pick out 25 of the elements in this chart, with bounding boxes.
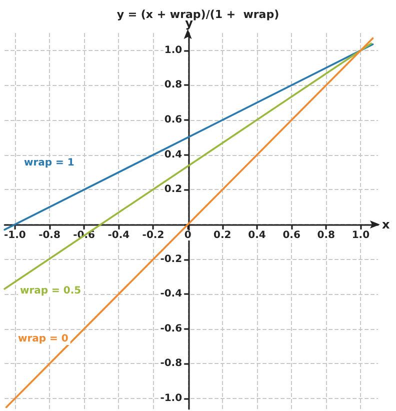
- chart-title: y = (x + wrap)/(1 + wrap): [116, 8, 280, 21]
- y-tick-label: -0.2: [160, 254, 182, 265]
- y-tick-label: 0.4: [164, 149, 182, 160]
- x-tick-label: 0.2: [214, 230, 232, 241]
- x-tick-label: 0.6: [282, 230, 300, 241]
- x-tick-label: 0.4: [248, 230, 266, 241]
- y-tick-label: -0.8: [160, 358, 182, 370]
- y-tick-label: 0.2: [164, 184, 182, 196]
- y-tick-label: 0.8: [164, 80, 182, 91]
- x-tick-label: 1.0: [352, 230, 370, 241]
- y-tick-label: -1.0: [160, 393, 182, 404]
- x-tick-label: -1.0: [4, 230, 26, 241]
- x-axis-title: x: [382, 217, 390, 232]
- y-tick-label: 1.0: [164, 44, 182, 56]
- x-tick-label: 0: [184, 230, 192, 241]
- series-label: wrap = 0.5: [20, 286, 82, 296]
- y-tick-label: 0.6: [164, 114, 182, 126]
- text: wrap = 1: [24, 158, 74, 168]
- x-tick-label: 0.8: [317, 230, 336, 241]
- y-tick-label: -0.4: [160, 288, 182, 300]
- x-tick-label: -0.2: [142, 230, 164, 241]
- series-label: wrap = 0: [18, 334, 68, 344]
- x-tick-label: -0.8: [38, 230, 60, 241]
- x-tick-label: -0.4: [108, 230, 130, 241]
- y-tick-label: -0.6: [160, 323, 182, 334]
